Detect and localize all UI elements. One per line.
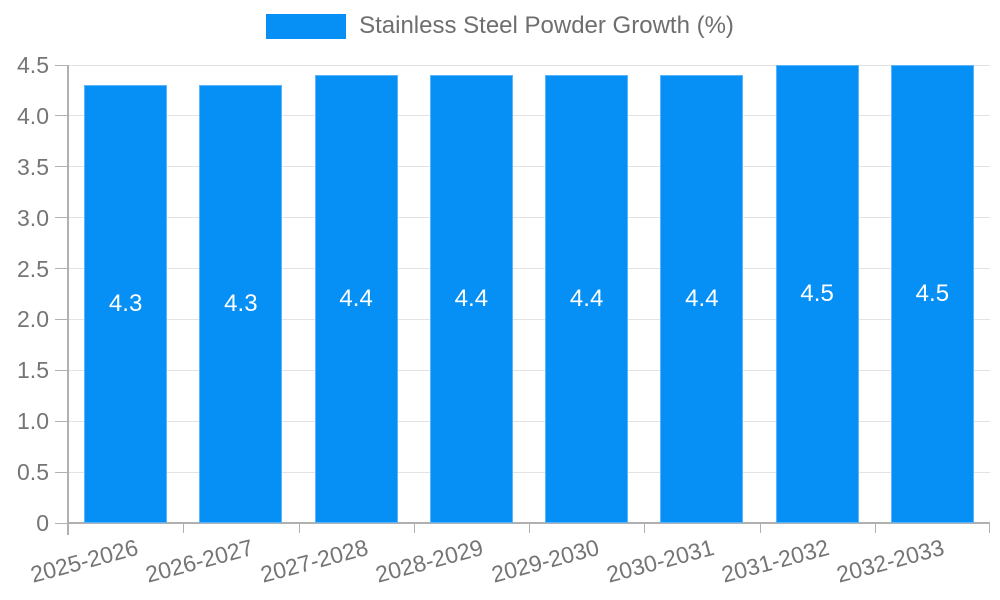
legend: Stainless Steel Powder Growth (%) (0, 12, 1000, 40)
y-axis-tick (55, 268, 68, 270)
y-axis-tick-label: 0.5 (17, 459, 49, 486)
x-axis-tick-label: 2030-2031 (603, 534, 717, 588)
bar-value-label: 4.4 (685, 285, 719, 313)
y-axis-tick (55, 420, 68, 422)
x-axis-tick (529, 523, 530, 533)
gridline (68, 471, 990, 473)
legend-item[interactable]: Stainless Steel Powder Growth (%) (266, 12, 734, 40)
bar-value-label: 4.3 (224, 290, 258, 318)
y-axis-tick (55, 166, 68, 168)
gridline (68, 318, 990, 320)
bar[interactable]: 4.4 (660, 75, 744, 523)
y-axis-tick (55, 318, 68, 320)
bar[interactable]: 4.5 (890, 65, 974, 523)
gridline (68, 115, 990, 117)
bar-value-label: 4.5 (800, 280, 834, 307)
y-axis-tick-label: 2.5 (17, 255, 49, 282)
x-axis-tick-label: 2032-2033 (834, 534, 948, 588)
y-axis-tick-label: 1.0 (17, 408, 49, 435)
legend-swatch-icon (266, 13, 347, 39)
bar[interactable]: 4.5 (775, 65, 859, 523)
x-axis-tick (413, 523, 415, 533)
y-axis-tick-label: 2.0 (17, 306, 49, 333)
y-axis-tick-label: 3.5 (17, 153, 49, 180)
y-axis-tick (55, 471, 68, 473)
y-axis-tick-label: 0 (36, 510, 49, 536)
gridline (68, 217, 990, 219)
bar-value-label: 4.4 (339, 285, 373, 313)
bar[interactable]: 4.3 (84, 85, 168, 523)
bar-value-label: 4.5 (915, 280, 950, 307)
gridline (68, 420, 990, 422)
gridline (68, 369, 990, 371)
gridline (68, 166, 990, 168)
gridline (68, 268, 990, 270)
y-axis-tick (55, 64, 68, 66)
y-axis-tick-label: 4.0 (17, 102, 49, 129)
x-axis-tick (68, 523, 69, 533)
x-axis-tick (298, 523, 300, 533)
x-axis-tick-label: 2025-2026 (27, 534, 141, 588)
x-axis-tick (874, 523, 876, 533)
y-axis-tick-label: 4.5 (17, 52, 49, 78)
y-axis-tick (55, 217, 68, 219)
y-axis-tick (55, 369, 68, 371)
y-axis-tick-label: 3.0 (17, 204, 49, 231)
x-axis-tick (183, 523, 185, 533)
x-axis-tick-label: 2031-2032 (718, 534, 832, 588)
x-axis-tick-label: 2029-2030 (488, 534, 602, 588)
x-axis-tick-label: 2028-2029 (373, 534, 487, 588)
x-axis-tick (759, 523, 761, 533)
bar[interactable]: 4.4 (314, 75, 398, 523)
y-axis-line (67, 65, 69, 535)
x-axis-tick-label: 2026-2027 (142, 534, 256, 588)
bar-value-label: 4.4 (569, 285, 604, 313)
y-axis-tick (55, 522, 68, 524)
x-axis-tick (989, 523, 990, 533)
bar[interactable]: 4.4 (429, 75, 513, 523)
y-axis-tick (55, 115, 68, 117)
bar-value-label: 4.4 (454, 285, 489, 313)
y-axis-tick-label: 1.5 (17, 357, 49, 384)
bar[interactable]: 4.4 (545, 75, 629, 523)
legend-label: Stainless Steel Powder Growth (%) (359, 12, 734, 39)
bar-value-label: 4.3 (108, 290, 143, 318)
gridline (68, 64, 990, 66)
x-axis-tick (644, 523, 646, 533)
bar[interactable]: 4.3 (199, 85, 283, 523)
x-axis-tick-label: 2027-2028 (257, 534, 371, 588)
